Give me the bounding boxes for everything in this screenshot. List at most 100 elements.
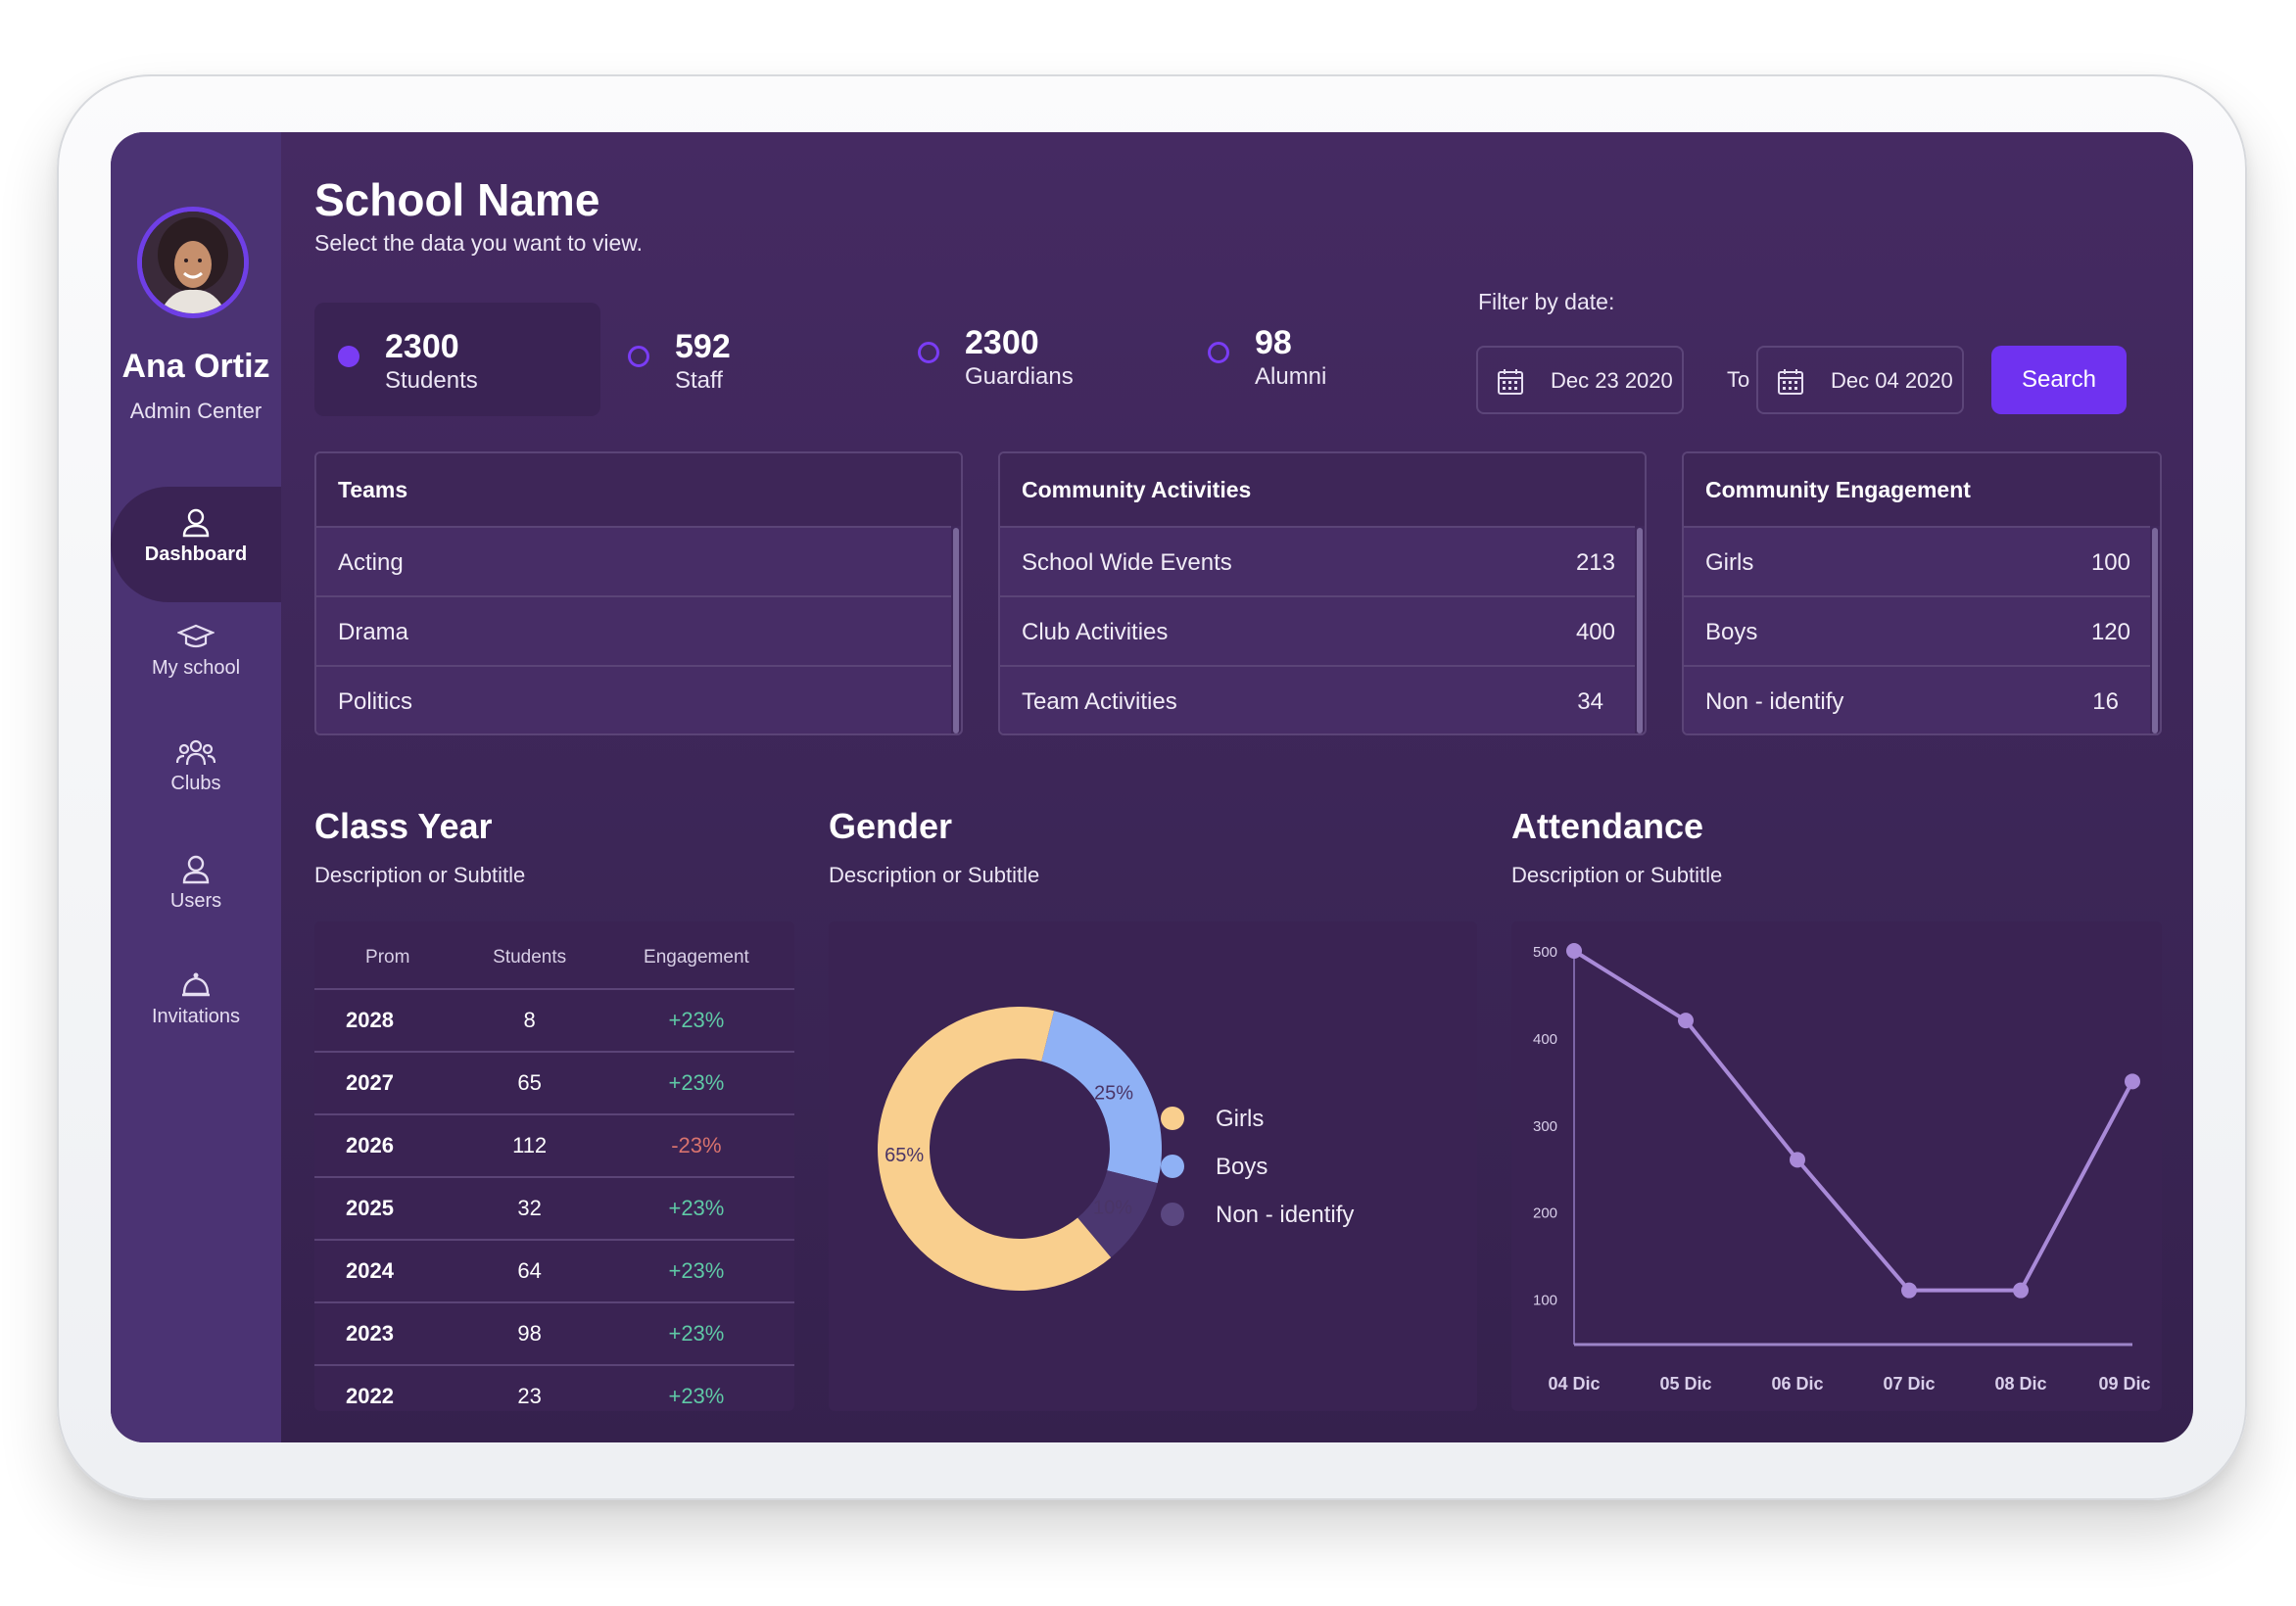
legend-non-identify[interactable]: Non - identify: [1161, 1202, 1354, 1229]
attendance-subtitle: Description or Subtitle: [1511, 863, 1723, 887]
series-line: [1572, 949, 2134, 1293]
stat-label: Guardians: [965, 363, 1074, 390]
cell-students: 64: [460, 1240, 598, 1303]
legend-label: Girls: [1216, 1106, 1265, 1132]
cell-year: 2025: [314, 1177, 461, 1241]
date-from-input[interactable]: Dec 23 2020: [1476, 346, 1684, 414]
stat-students[interactable]: 2300 Students: [314, 303, 600, 416]
list-item[interactable]: Club Activities 400: [1000, 595, 1635, 666]
x-tick-label: 04 Dic: [1548, 1374, 1600, 1393]
data-point[interactable]: [1566, 943, 1582, 959]
cell-engagement: +23%: [668, 1384, 725, 1408]
y-tick-label: 500: [1533, 944, 1557, 961]
data-point[interactable]: [2013, 1282, 2029, 1299]
table-row[interactable]: 2022 23 +23%: [314, 1365, 794, 1427]
cell-engagement: +23%: [598, 989, 794, 1053]
nav-invitations[interactable]: Invitations: [111, 949, 281, 1064]
stat-guardians[interactable]: 2300 Guardians: [894, 299, 1149, 412]
date-from-value: Dec 23 2020: [1551, 368, 1673, 393]
cell-students: 32: [460, 1177, 598, 1241]
list-item[interactable]: Acting: [316, 526, 951, 596]
table-row[interactable]: 2023 98 +23%: [314, 1302, 794, 1366]
card-header: Community Engagement: [1684, 453, 2160, 526]
nav-dashboard[interactable]: Dashboard: [111, 487, 281, 602]
teams-card: Teams Acting Drama Politics: [314, 451, 963, 735]
slice-value-label: 10%: [1093, 1197, 1132, 1218]
table-row[interactable]: 2026 112 -23%: [314, 1114, 794, 1178]
cell-year: 2022: [346, 1384, 394, 1408]
data-point[interactable]: [2125, 1073, 2140, 1090]
calendar-icon: [1498, 369, 1523, 395]
item-value: 16: [2092, 688, 2119, 715]
column-header[interactable]: Engagement: [598, 927, 794, 990]
nav-users[interactable]: Users: [111, 833, 281, 949]
gender-donut-chart: 65% 25% 10%: [878, 1007, 1162, 1291]
item-label: Club Activities: [1022, 619, 1169, 645]
scrollbar[interactable]: [2152, 528, 2158, 733]
table-row[interactable]: 2027 65 +23%: [314, 1052, 794, 1115]
column-header[interactable]: Students: [460, 927, 598, 990]
scrollbar[interactable]: [953, 528, 959, 733]
item-value: 400: [1575, 619, 1615, 645]
avatar[interactable]: [137, 207, 249, 318]
nav-my-school[interactable]: My school: [111, 602, 281, 718]
cell-students: 23: [517, 1384, 542, 1408]
cell-engagement: +23%: [598, 1240, 794, 1303]
card-header: Teams: [316, 453, 961, 526]
nav-clubs[interactable]: Clubs: [111, 718, 281, 833]
list-item[interactable]: Drama: [316, 595, 951, 666]
user-icon: [182, 508, 210, 538]
legend-boys[interactable]: Boys: [1161, 1154, 1268, 1181]
scrollbar[interactable]: [1637, 528, 1643, 733]
user-name: Ana Ortiz: [121, 348, 270, 385]
slice-value-label: 65%: [885, 1145, 924, 1166]
user-icon: [182, 855, 210, 884]
main-content: School Name Select the data you want to …: [281, 132, 2193, 1442]
item-label: School Wide Events: [1022, 549, 1232, 576]
page-subtitle: Select the data you want to view.: [314, 230, 643, 256]
y-tick-label: 300: [1533, 1118, 1557, 1135]
radio-icon: [628, 346, 649, 367]
table-row[interactable]: 2025 32 +23%: [314, 1177, 794, 1241]
list-item[interactable]: Politics: [316, 665, 951, 733]
list-item[interactable]: Boys 120: [1684, 595, 2150, 666]
slice-non-identify[interactable]: [1077, 1170, 1158, 1258]
item-label: Politics: [338, 688, 413, 715]
card-title: Community Activities: [1022, 477, 1252, 502]
legend-swatch: [1161, 1107, 1184, 1130]
nav-label: My school: [151, 657, 241, 679]
list-item[interactable]: Team Activities 34: [1000, 665, 1635, 733]
stat-alumni[interactable]: 98 Alumni: [1184, 299, 1419, 412]
slice-girls[interactable]: [878, 1007, 1112, 1291]
radio-selected-icon: [338, 346, 359, 367]
page-title: School Name: [314, 174, 600, 225]
legend-swatch: [1161, 1203, 1184, 1226]
date-to-input[interactable]: Dec 04 2020: [1756, 346, 1964, 414]
slice-boys[interactable]: [1041, 1011, 1162, 1184]
data-point[interactable]: [1901, 1282, 1917, 1299]
cell-year: 2028: [314, 989, 461, 1053]
data-point[interactable]: [1790, 1152, 1805, 1168]
list-item[interactable]: Non - identify 16: [1684, 665, 2150, 733]
legend-girls[interactable]: Girls: [1161, 1106, 1265, 1133]
attendance-panel: [1511, 921, 2162, 1411]
cell-year: 2024: [314, 1240, 461, 1303]
stat-label: Students: [385, 367, 478, 394]
list-item[interactable]: Girls 100: [1684, 526, 2150, 596]
x-tick-label: 09 Dic: [2098, 1374, 2150, 1393]
table-row[interactable]: 2024 64 +23%: [314, 1240, 794, 1303]
community-activities-card: Community Activities School Wide Events 2…: [998, 451, 1647, 735]
card-title: Teams: [338, 477, 408, 502]
cell-engagement: +23%: [598, 1052, 794, 1115]
stat-staff[interactable]: 592 Staff: [604, 303, 859, 416]
data-point[interactable]: [1678, 1013, 1694, 1029]
card-title: Community Engagement: [1705, 477, 1971, 502]
table-row[interactable]: 2028 8 +23%: [314, 989, 794, 1053]
item-value: 120: [2090, 619, 2130, 645]
column-header[interactable]: Prom: [314, 927, 461, 990]
cell-engagement: +23%: [598, 1302, 794, 1366]
item-value: 100: [2090, 549, 2130, 576]
list-item[interactable]: School Wide Events 213: [1000, 526, 1635, 596]
search-button[interactable]: Search: [1991, 346, 2127, 414]
group-icon: [176, 739, 215, 766]
